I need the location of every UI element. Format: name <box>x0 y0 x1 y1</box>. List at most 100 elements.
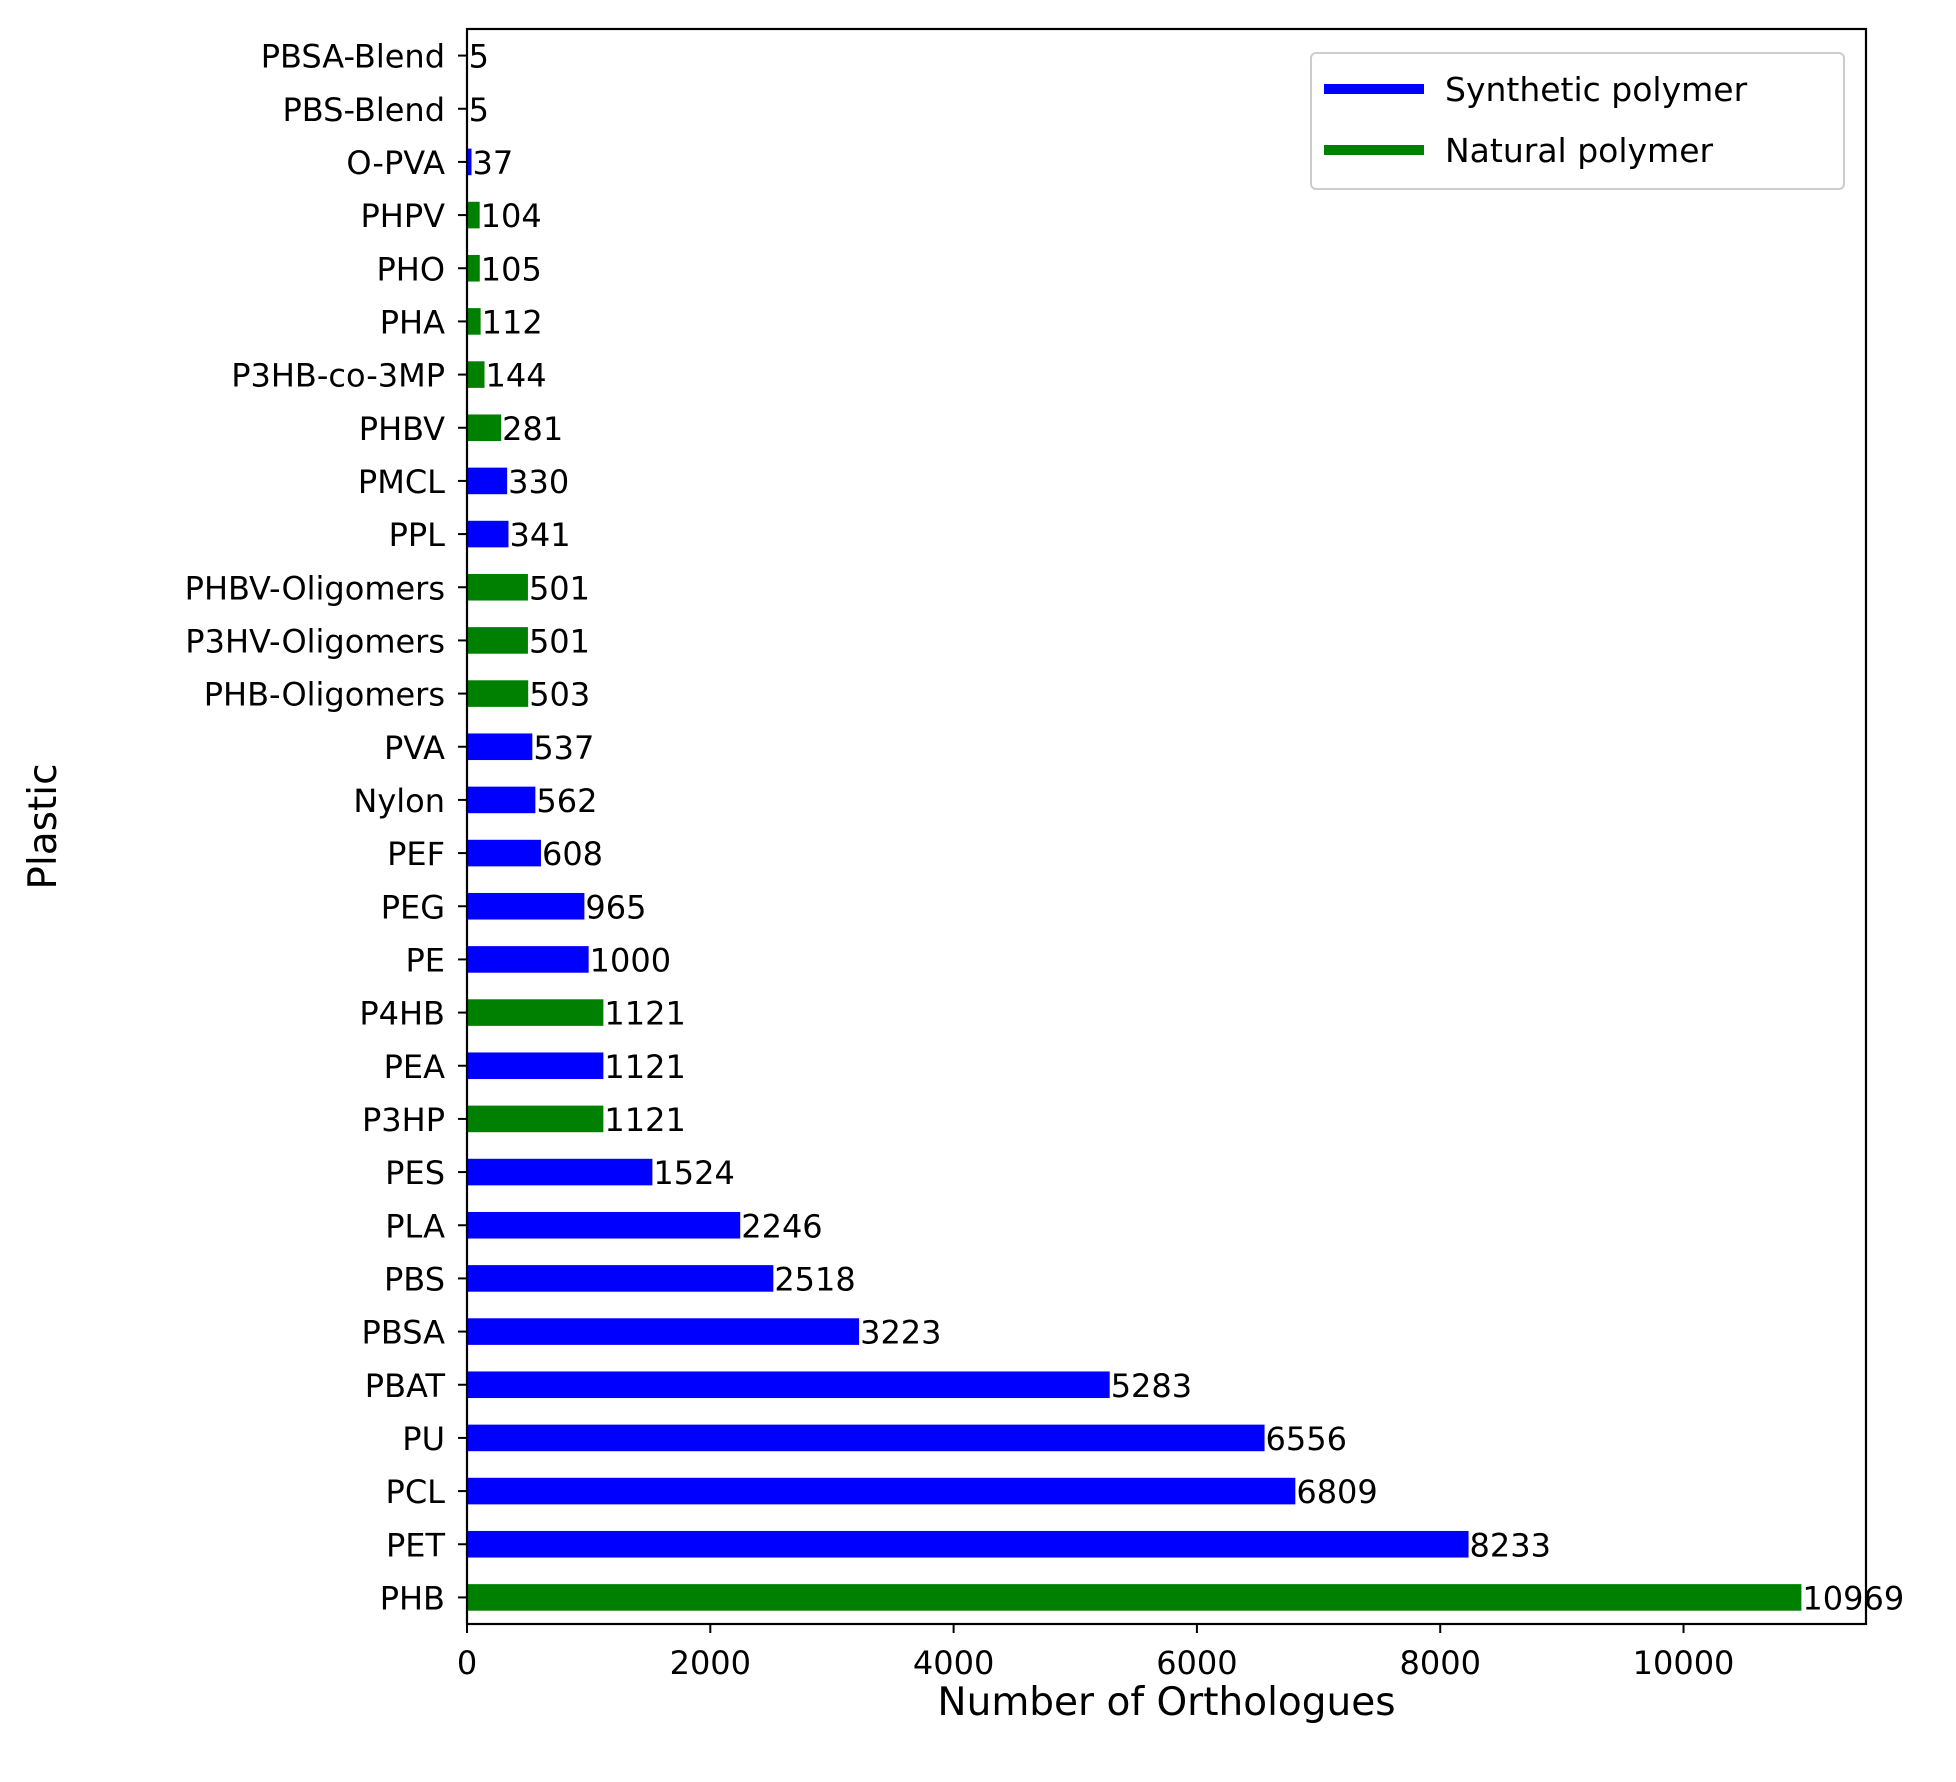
y-tick-label: PHBV-Oligomers <box>185 569 445 607</box>
y-tick-label: PHB <box>380 1579 445 1617</box>
y-tick-label: PHB-Oligomers <box>204 676 445 714</box>
bar-nylon <box>467 786 536 814</box>
y-tick-label: PEA <box>384 1048 446 1086</box>
x-tick-label: 2000 <box>670 1644 751 1682</box>
x-axis: 0 2000 4000 6000 8000 10000 <box>457 1624 1735 1682</box>
bar-p3hv-oligomers <box>467 627 528 654</box>
y-tick-label: PBS-Blend <box>282 91 445 129</box>
bar-pe <box>467 946 589 973</box>
bar-phbv-oligomers <box>467 573 528 601</box>
bar-value-label: 562 <box>536 782 597 820</box>
bar-p3hb-co-3mp <box>467 361 485 388</box>
bar-pes <box>467 1158 653 1186</box>
y-tick-label: PCL <box>386 1473 446 1511</box>
y-tick-label: P3HP <box>362 1101 445 1139</box>
bar-pha <box>467 308 481 335</box>
bar-phb-oligomers <box>467 680 529 707</box>
bar-pea <box>467 1052 604 1080</box>
bar-peg <box>467 892 585 920</box>
bar-value-label: 281 <box>502 410 563 448</box>
bar-value-label: 1121 <box>604 1101 685 1139</box>
bar-value-label: 341 <box>509 516 570 554</box>
bar-value-label: 5 <box>469 91 489 129</box>
x-tick-label: 10000 <box>1633 1644 1735 1682</box>
legend-box <box>1310 52 1845 190</box>
y-tick-label: PBSA <box>362 1314 446 1352</box>
bar-value-label: 503 <box>529 676 590 714</box>
legend: Synthetic polymer Natural polymer <box>1310 52 1845 190</box>
bar-value-label: 104 <box>481 197 542 235</box>
bar-value-label: 2518 <box>774 1260 855 1298</box>
bar-value-label: 2246 <box>741 1207 822 1245</box>
bar-phpv <box>467 201 480 229</box>
y-tick-label: PEF <box>387 835 445 873</box>
bar-value-label: 501 <box>529 569 590 607</box>
bar-pbsa <box>467 1318 860 1345</box>
y-tick-label: PBS <box>384 1260 445 1298</box>
bar-pmcl <box>467 467 508 495</box>
plot-frame <box>465 27 1868 1626</box>
bar-phbv <box>467 414 502 442</box>
y-tick-label: PHBV <box>359 410 445 448</box>
x-tick-label: 4000 <box>913 1644 994 1682</box>
bar-pcl <box>467 1477 1296 1505</box>
bar-value-label: 10969 <box>1802 1579 1904 1617</box>
x-tick-label: 0 <box>457 1644 477 1682</box>
bar-phb <box>467 1584 1802 1611</box>
x-tick-label: 8000 <box>1399 1644 1480 1682</box>
bar-value-label: 1000 <box>590 941 671 979</box>
bar-p3hp <box>467 1105 604 1133</box>
y-tick-label: PU <box>402 1420 445 1458</box>
y-tick-label: P3HB-co-3MP <box>231 357 445 395</box>
bar-value-label: 3223 <box>860 1314 941 1352</box>
y-axis: PHB PET PCL PU PBAT PBSA PBS PLA PES P3HP PEA P4HB P… <box>185 38 467 1617</box>
y-tick-label: PBSA-Blend <box>261 38 445 76</box>
legend-label-synthetic: Synthetic polymer <box>1445 70 1748 109</box>
bar-value-label: 1524 <box>653 1154 734 1192</box>
bar-pef <box>467 839 541 867</box>
bar-pla <box>467 1211 741 1239</box>
bar-value-label: 5 <box>469 38 489 76</box>
bar-value-label: 8233 <box>1470 1526 1551 1564</box>
bar-value-label: 1121 <box>604 995 685 1033</box>
bar-value-label: 537 <box>533 729 594 767</box>
bar-pbat <box>467 1371 1110 1399</box>
y-tick-label: Nylon <box>353 782 445 820</box>
y-tick-label: PHPV <box>360 197 445 235</box>
y-axis-title: Plastic <box>21 763 66 889</box>
bar-value-label: 144 <box>486 357 547 395</box>
bar-value-label: 37 <box>473 144 514 182</box>
y-tick-label: PVA <box>384 729 445 767</box>
bar-pet <box>467 1530 1469 1558</box>
bar-pbs <box>467 1265 774 1292</box>
x-axis-title: Number of Orthologues <box>937 1680 1395 1725</box>
y-tick-label: PHA <box>380 303 445 341</box>
y-tick-label: P3HV-Oligomers <box>185 622 445 660</box>
y-tick-label: PPL <box>389 516 446 554</box>
y-tick-label: P4HB <box>359 995 445 1033</box>
bar-value-label: 608 <box>542 835 603 873</box>
bar-pu <box>467 1424 1265 1452</box>
bar-value-label: 501 <box>529 622 590 660</box>
y-tick-label: PBAT <box>365 1367 446 1405</box>
bar-pva <box>467 733 533 761</box>
bar-pho <box>467 254 480 282</box>
y-tick-label: PMCL <box>358 463 445 501</box>
y-tick-label: PHO <box>376 250 445 288</box>
bar-value-label: 6809 <box>1296 1473 1377 1511</box>
bar-value-label: 112 <box>482 303 543 341</box>
x-tick-label: 6000 <box>1156 1644 1237 1682</box>
y-tick-label: O-PVA <box>346 144 445 182</box>
legend-label-natural: Natural polymer <box>1445 131 1713 170</box>
bar-value-label: 5283 <box>1111 1367 1192 1405</box>
y-tick-label: PEG <box>381 888 445 926</box>
bars-layer <box>467 42 1802 1611</box>
bar-value-label: 6556 <box>1266 1420 1347 1458</box>
bar-value-label: 330 <box>508 463 569 501</box>
y-tick-label: PLA <box>385 1207 445 1245</box>
y-tick-label: PE <box>405 941 445 979</box>
y-tick-label: PET <box>386 1526 446 1564</box>
